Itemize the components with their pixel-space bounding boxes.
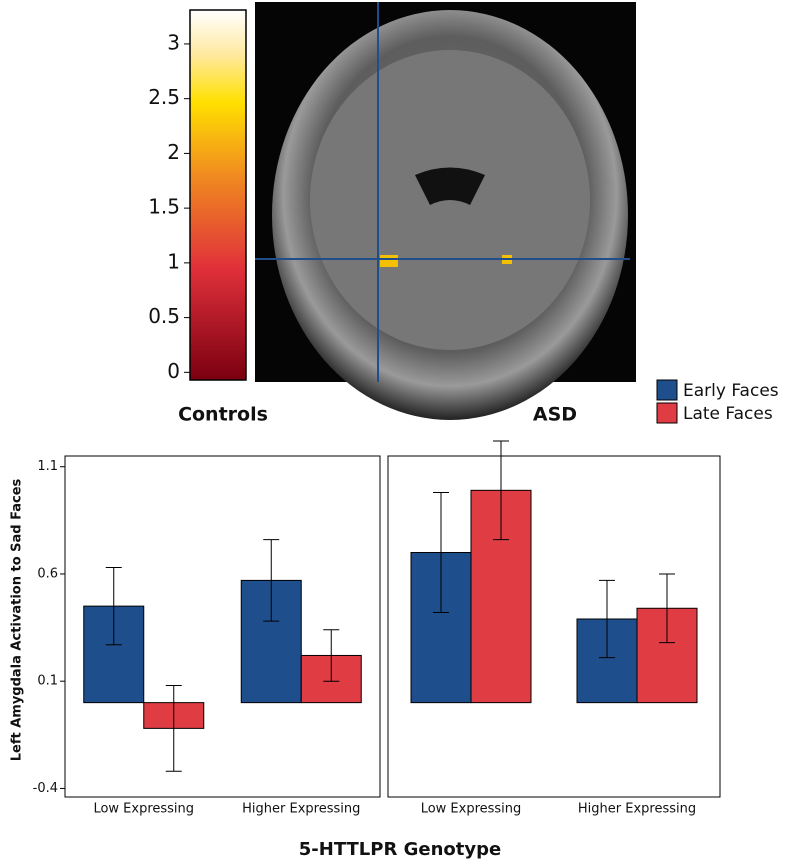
y-tick-label: 1.1 [37, 459, 58, 474]
y-tick-label: 0.6 [37, 566, 58, 581]
brain-image [255, 2, 636, 420]
panel-title: Controls [178, 404, 268, 426]
error-bar [263, 539, 280, 622]
y-tick-label: 0.1 [37, 674, 58, 689]
colorbar [189, 9, 247, 381]
colorbar-tick-label: 3 [167, 30, 180, 54]
legend-swatch [656, 402, 678, 424]
legend-label: Late Faces [683, 404, 773, 424]
colorbar-tick-label: 0 [167, 359, 180, 383]
colorbar-tick-label: 1.5 [148, 195, 180, 219]
error-bar [323, 629, 340, 682]
error-bar [493, 440, 509, 541]
x-tick-label: Higher Expressing [242, 802, 360, 817]
y-tick-label: -0.4 [33, 781, 58, 796]
error-bar [105, 567, 122, 646]
colorbar-tick-label: 2.5 [148, 85, 180, 109]
legend-swatch [656, 379, 678, 401]
x-axis-label: 5-HTTLPR Genotype [299, 839, 501, 860]
panel-frame [387, 455, 721, 798]
y-axis-label: Left Amygdala Activation to Sad Faces [10, 478, 25, 761]
colorbar-tick-label: 2 [167, 140, 180, 164]
colorbar-tick-label: 1 [167, 249, 180, 273]
legend-label: Early Faces [683, 381, 779, 401]
error-bar [599, 579, 615, 659]
x-tick-label: Higher Expressing [578, 802, 696, 817]
x-tick-label: Low Expressing [421, 802, 522, 817]
error-bar [659, 573, 675, 644]
error-bar [433, 491, 449, 614]
colorbar-tick-label: 0.5 [148, 304, 180, 328]
panel-frame [64, 455, 381, 798]
x-tick-label: Low Expressing [93, 802, 194, 817]
error-bar [165, 684, 182, 772]
panel-title: ASD [533, 404, 577, 426]
